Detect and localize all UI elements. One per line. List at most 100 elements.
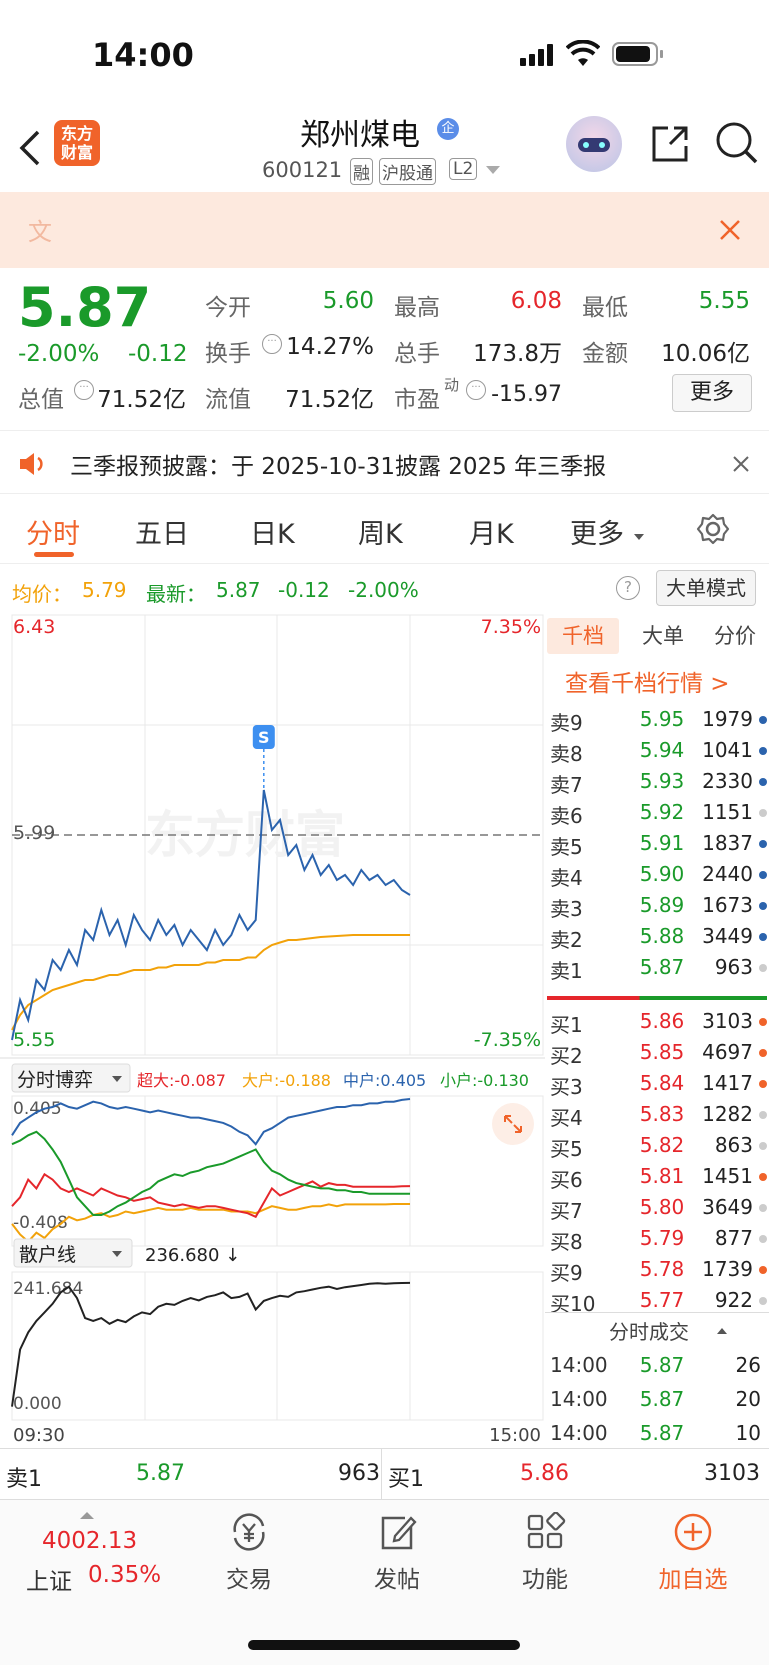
ask-row[interactable]: 卖4 5.90 2440: [545, 859, 769, 890]
caret-up-icon: [717, 1328, 727, 1334]
tab-month-k[interactable]: 月K: [469, 519, 514, 550]
robot-avatar-icon[interactable]: [566, 116, 622, 172]
game-title: 分时博弈: [17, 1069, 93, 1091]
high-label: 最高: [394, 295, 440, 321]
nav-add-watchlist[interactable]: 加自选: [633, 1512, 753, 1594]
intraday-chart-area[interactable]: 东方财富 6.43 7.35% 5.99 5.55 -7.35% S 分时博弈 …: [0, 612, 545, 1448]
bid-row[interactable]: 买6 5.81 1451: [545, 1161, 769, 1192]
nav-trade[interactable]: 交易: [189, 1512, 309, 1594]
pe-label: 市盈: [394, 387, 440, 413]
change-pct: -2.00%: [18, 341, 100, 367]
bar-buy-vol: 3103: [704, 1461, 760, 1486]
more-button[interactable]: 更多: [672, 374, 752, 412]
ask-dot: [759, 809, 767, 817]
s-marker-label: S: [258, 728, 270, 747]
bid-row[interactable]: 买8 5.79 877: [545, 1223, 769, 1254]
index-name: 上证: [26, 1569, 72, 1595]
bid-label: 买8: [550, 1230, 583, 1254]
share-icon[interactable]: [648, 122, 692, 166]
tab-five-day[interactable]: 五日: [135, 519, 189, 550]
app-logo[interactable]: 东方 财富: [54, 120, 100, 166]
game-selector[interactable]: [11, 1063, 131, 1093]
close-icon[interactable]: [732, 455, 750, 473]
low-value: 5.55: [698, 288, 750, 314]
trade-row: 14:00 5.87 10: [545, 1418, 769, 1449]
tab-intraday[interactable]: 分时: [26, 519, 80, 550]
ask-row[interactable]: 卖7 5.93 2330: [545, 766, 769, 797]
bid-row[interactable]: 买2 5.85 4697: [545, 1037, 769, 1068]
info-dots-icon[interactable]: ···: [262, 334, 282, 354]
bar-buy-price: 5.86: [520, 1461, 569, 1486]
index-pct: 0.35%: [88, 1562, 162, 1588]
caret-down-icon[interactable]: [486, 166, 500, 174]
retail-value: 236.680 ↓: [145, 1245, 240, 1266]
bar-sell-price: 5.87: [136, 1461, 185, 1486]
bid-label: 买4: [550, 1106, 583, 1130]
ask-row[interactable]: 卖3 5.89 1673: [545, 890, 769, 921]
view-qiandang-link[interactable]: 查看千档行情 >: [565, 671, 730, 697]
ask-row[interactable]: 卖1 5.87 963: [545, 952, 769, 983]
nav-post[interactable]: 发帖: [337, 1512, 457, 1594]
info-dots-icon[interactable]: ···: [74, 380, 94, 400]
bid-row[interactable]: 买5 5.82 863: [545, 1130, 769, 1161]
notice-bar[interactable]: 三季报预披露：于 2025-10-31披露 2025 年三季报: [0, 430, 769, 494]
amount-label: 金额: [582, 341, 628, 367]
bid-label: 买3: [550, 1075, 583, 1099]
ask-price: 5.88: [639, 924, 685, 948]
bid-dot: [759, 1266, 767, 1274]
index-value: 4002.13: [42, 1528, 138, 1554]
latest-change-pct: -2.00%: [348, 578, 419, 602]
info-dots-icon[interactable]: ···: [466, 380, 486, 400]
ask-row[interactable]: 卖5 5.91 1837: [545, 828, 769, 859]
bid-dot: [759, 1049, 767, 1057]
ask-label: 卖3: [550, 897, 583, 921]
tab-day-k[interactable]: 日K: [250, 519, 295, 550]
ask-price: 5.89: [639, 893, 685, 917]
nav-functions[interactable]: 功能: [485, 1511, 605, 1594]
volume-value: 173.8万: [473, 341, 562, 367]
avg-value: 5.79: [82, 578, 127, 602]
tab-price-dist[interactable]: 分价: [714, 624, 756, 648]
dahu-line: [11, 1203, 410, 1243]
promo-banner[interactable]: 文: [0, 192, 769, 268]
bid-row[interactable]: 买4 5.83 1282: [545, 1099, 769, 1130]
search-icon[interactable]: [714, 120, 760, 166]
expand-icon[interactable]: [492, 1103, 534, 1145]
s-marker-badge[interactable]: [252, 725, 275, 749]
bid-row[interactable]: 买7 5.80 3649: [545, 1192, 769, 1223]
turnover-label: 换手: [205, 341, 251, 367]
tab-big-order[interactable]: 大单: [642, 624, 684, 648]
mcap-value: 71.52亿: [97, 387, 186, 413]
ask-label: 卖9: [550, 711, 583, 735]
bid-price: 5.77: [639, 1288, 685, 1312]
ask-row[interactable]: 卖2 5.88 3449: [545, 921, 769, 952]
y-bottom-pct-label: -7.35%: [474, 1029, 541, 1051]
bid-ask-bar[interactable]: 卖1 5.87 963 买1 5.86 3103: [0, 1448, 769, 1500]
chevron-left-icon[interactable]: [18, 128, 42, 168]
ask-dot: [759, 933, 767, 941]
bid-row[interactable]: 买1 5.86 3103: [545, 1006, 769, 1037]
bid-dot: [759, 1173, 767, 1181]
retail-selector[interactable]: [13, 1238, 133, 1268]
bid-dot: [759, 1080, 767, 1088]
ask-row[interactable]: 卖6 5.92 1151: [545, 797, 769, 828]
amount-value: 10.06亿: [661, 341, 750, 367]
bid-label: 买1: [550, 1013, 583, 1037]
big-order-mode-button[interactable]: 大单模式: [656, 570, 756, 606]
ask-row[interactable]: 卖9 5.95 1979: [545, 704, 769, 735]
tab-more[interactable]: 更多: [570, 519, 624, 550]
index-widget[interactable]: 4002.13 上证 0.35%: [0, 1500, 180, 1610]
bid-row[interactable]: 买9 5.78 1739: [545, 1254, 769, 1285]
ask-row[interactable]: 卖8 5.94 1041: [545, 735, 769, 766]
settings-gear-icon[interactable]: [696, 512, 730, 546]
bid-row[interactable]: 买10 5.77 922: [545, 1285, 769, 1316]
bid-volume: 1451: [702, 1164, 753, 1188]
close-icon[interactable]: [718, 218, 742, 242]
help-icon[interactable]: ?: [616, 576, 640, 600]
bid-price: 5.85: [639, 1040, 685, 1064]
avg-info-bar: 均价： 5.79 最新： 5.87 -0.12 -2.00% ? 大单模式: [0, 564, 769, 614]
tab-week-k[interactable]: 周K: [358, 519, 403, 550]
grid-apps-icon: [527, 1511, 566, 1549]
bid-row[interactable]: 买3 5.84 1417: [545, 1068, 769, 1099]
tab-qiandang[interactable]: 千档: [547, 618, 619, 654]
